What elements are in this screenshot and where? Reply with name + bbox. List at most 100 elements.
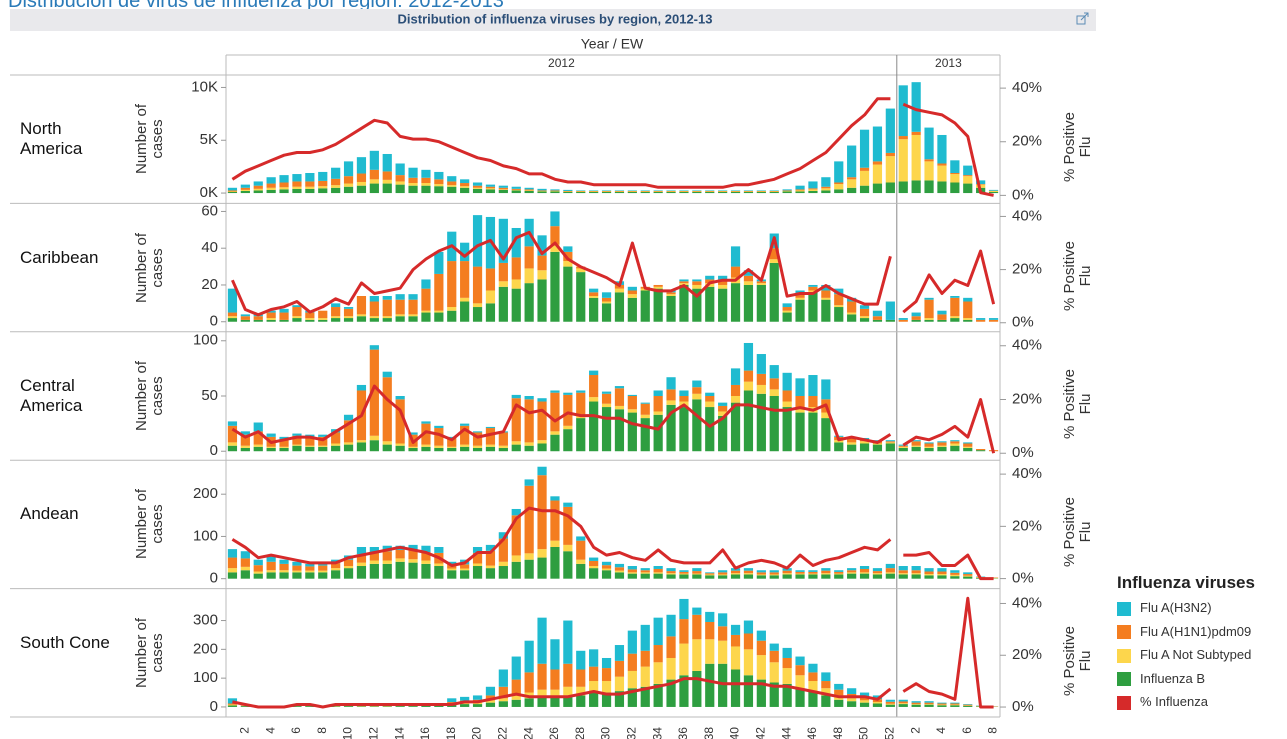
bar [859, 308, 870, 317]
bar [756, 570, 766, 573]
bar [640, 570, 650, 573]
bar [692, 670, 702, 707]
bar [395, 163, 405, 176]
bar [950, 576, 960, 579]
bar [563, 686, 573, 696]
bar [563, 189, 573, 191]
bar [769, 259, 779, 263]
bar [305, 318, 315, 320]
bar [305, 566, 315, 571]
bar [524, 396, 534, 400]
bar [769, 378, 779, 390]
bar [782, 401, 792, 408]
bar [614, 190, 625, 191]
bar [369, 179, 379, 184]
bar [743, 190, 754, 191]
bar [369, 563, 379, 579]
bar [679, 284, 689, 322]
bar [279, 447, 289, 452]
bar [343, 183, 354, 187]
bar [679, 190, 689, 191]
bar [847, 444, 857, 452]
bar [589, 190, 599, 191]
bar [692, 387, 702, 394]
bar [653, 617, 663, 646]
bar [872, 319, 883, 322]
bar [963, 318, 973, 320]
bar [382, 371, 392, 378]
bar [937, 165, 947, 182]
bar [911, 704, 921, 705]
bar [485, 700, 496, 703]
y-tick-label: 0 [210, 442, 218, 459]
bar [859, 572, 870, 574]
bar [847, 568, 857, 571]
bar [498, 538, 508, 562]
bar [950, 318, 960, 322]
x-tick-label: 12 [367, 727, 381, 739]
bar [227, 192, 238, 194]
bar [834, 570, 844, 572]
bar [821, 695, 831, 707]
bar [472, 704, 483, 707]
expand-icon[interactable] [1076, 12, 1089, 25]
bar [369, 150, 379, 170]
bar [718, 626, 728, 641]
legend-item[interactable]: Flu A(H1N1)pdm09 [1117, 624, 1251, 640]
x-tick-label: 4 [263, 727, 277, 734]
bar [795, 407, 805, 413]
bar [395, 549, 405, 559]
legend-item[interactable]: Flu A Not Subtyped [1117, 647, 1251, 663]
bar [821, 412, 831, 419]
legend-item[interactable]: Flu A(H3N2) [1117, 600, 1212, 616]
bar [382, 295, 392, 300]
bar [885, 701, 895, 704]
bar [924, 575, 934, 579]
bar [253, 422, 263, 432]
bar [679, 191, 689, 193]
bar [872, 574, 883, 579]
bar [524, 640, 534, 673]
bar [253, 559, 263, 566]
bar [859, 443, 870, 452]
region-label: South Cone [20, 632, 110, 652]
bar [576, 669, 586, 687]
bar [563, 544, 573, 552]
bar [795, 190, 805, 192]
legend-title: Influenza viruses [1117, 573, 1255, 592]
bar [666, 192, 676, 194]
bar [498, 669, 508, 687]
bar [498, 218, 508, 263]
bar [550, 392, 560, 432]
bar [795, 570, 805, 572]
bar [485, 189, 496, 194]
bar [847, 688, 857, 694]
legend-item[interactable]: Influenza B [1117, 671, 1205, 687]
bar [343, 444, 354, 452]
x-tick-label: 42 [754, 727, 768, 739]
bar [550, 251, 560, 322]
bar [472, 552, 483, 564]
bar [627, 290, 637, 295]
bar [653, 190, 663, 191]
bar [743, 649, 754, 676]
bar [318, 180, 328, 187]
bar [434, 705, 444, 707]
bar [666, 377, 676, 390]
bar [485, 686, 496, 696]
bar [847, 701, 857, 707]
bar [821, 379, 831, 400]
bar [743, 568, 754, 571]
legend-item[interactable]: % Influenza [1117, 694, 1208, 710]
bar [859, 305, 870, 309]
y-tick-label: 200 [193, 640, 218, 657]
bar [743, 620, 754, 634]
bar [524, 553, 534, 560]
bar [331, 318, 341, 322]
bar [447, 176, 457, 182]
bar [356, 706, 367, 707]
y-tick-label: 0 [210, 313, 218, 330]
bar [227, 704, 238, 706]
